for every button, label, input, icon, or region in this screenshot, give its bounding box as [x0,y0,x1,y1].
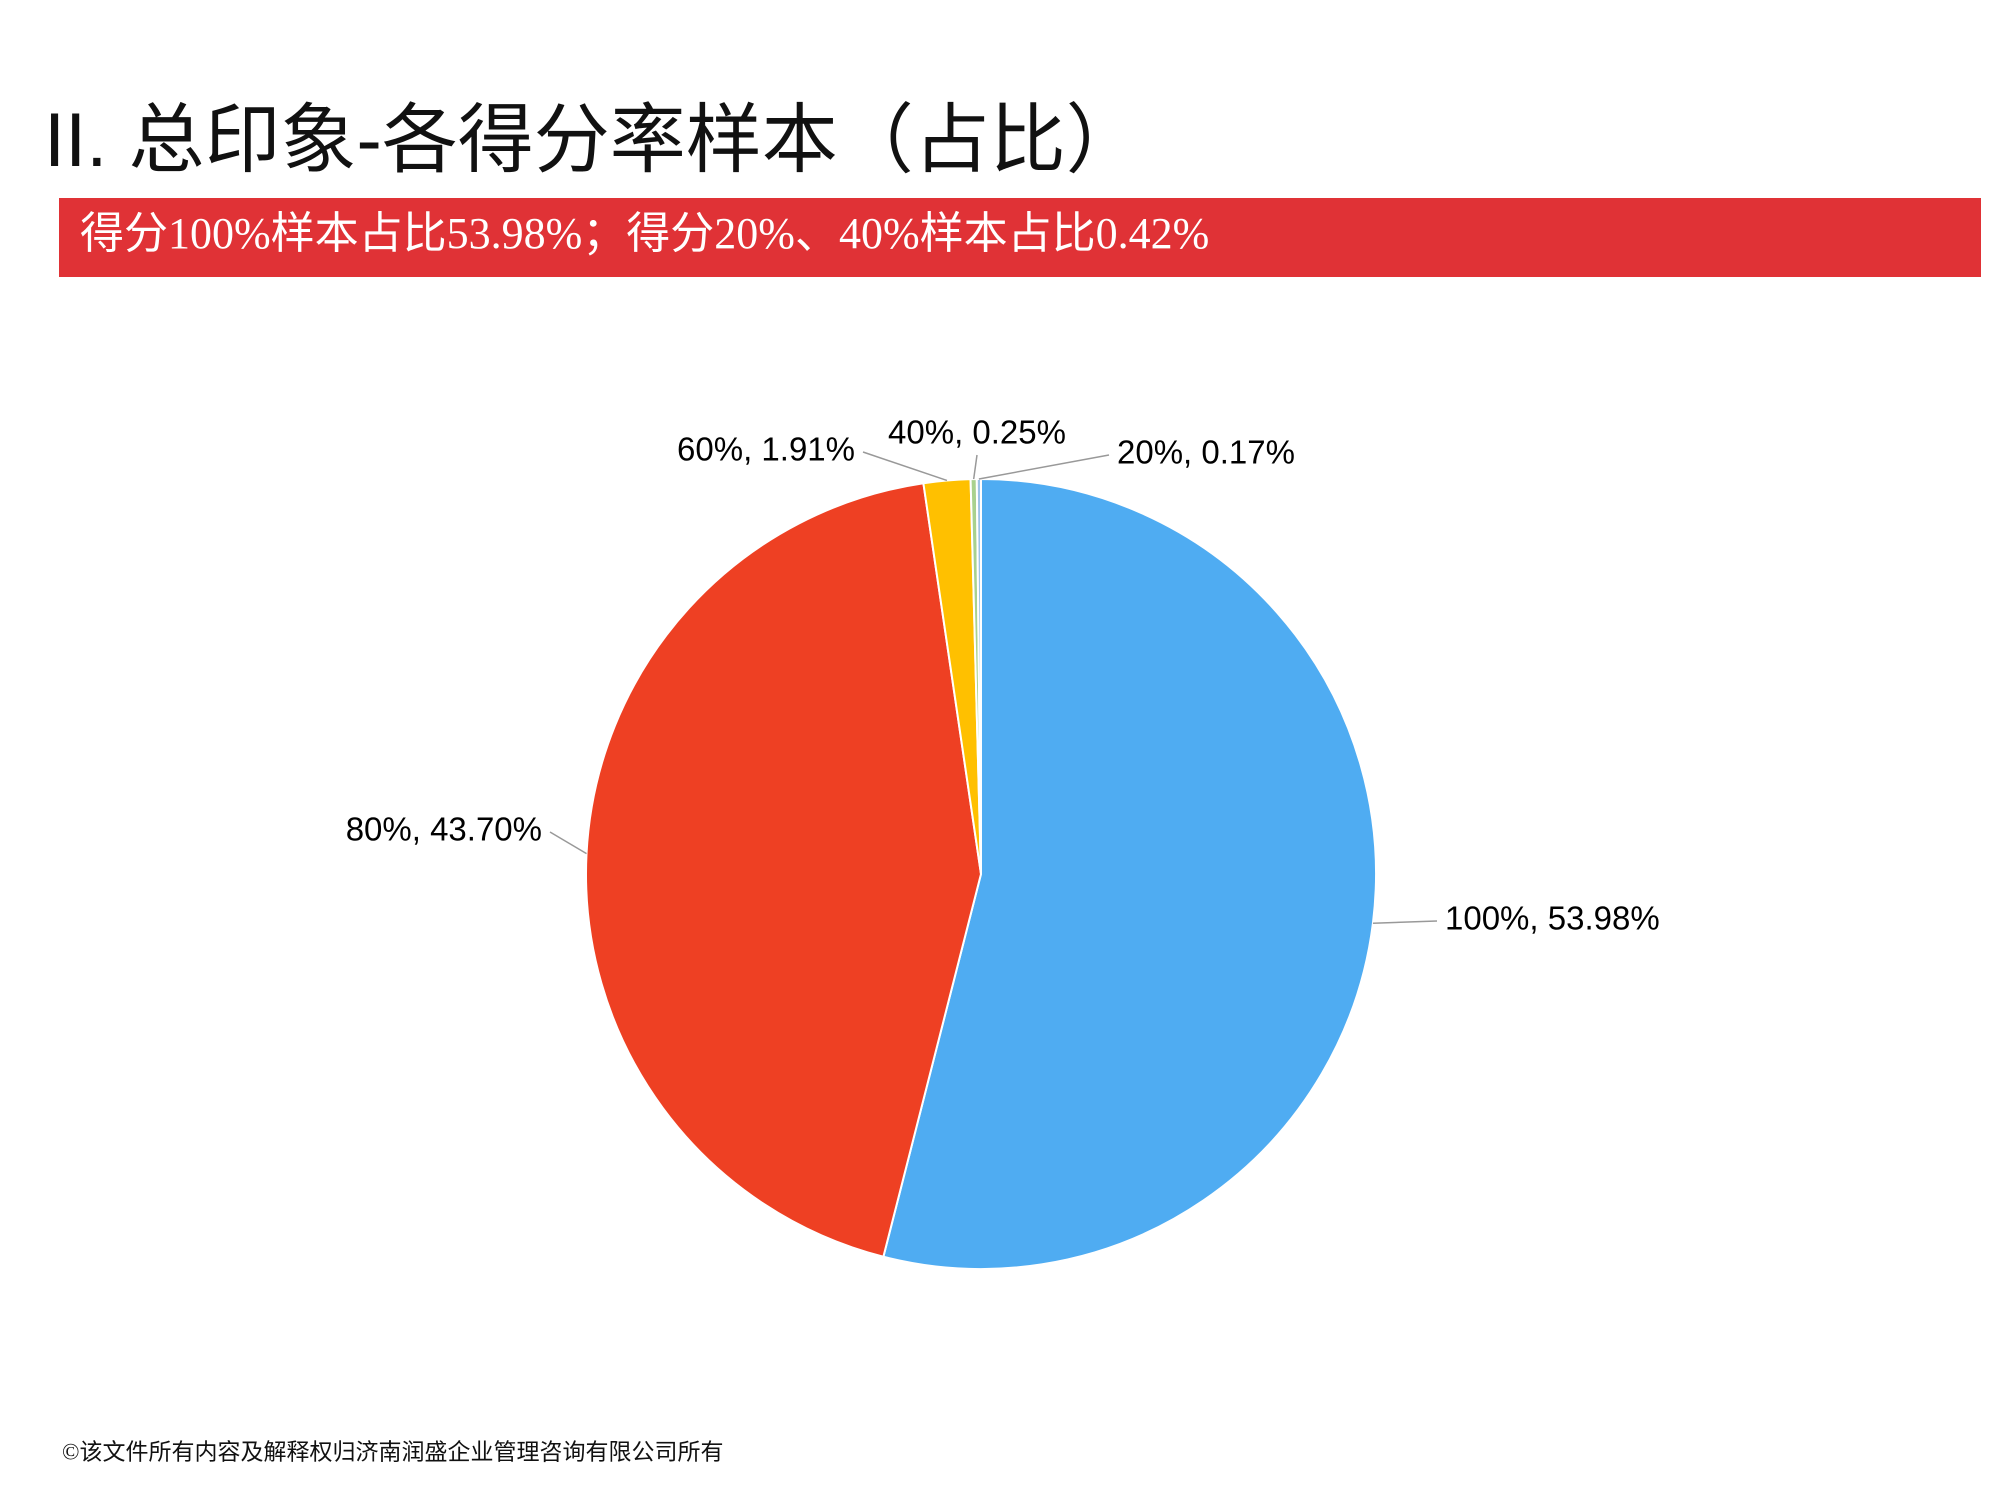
data-label: 20%, 0.17% [1117,434,1295,471]
slide-title: II. 总印象-各得分率样本（占比） [44,98,1142,183]
leader-line [978,454,1110,480]
pie-chart: 100%, 53.98% 80%, 43.70% 60%, 1.91% 40%, 0.… [346,414,1660,1270]
banner [59,198,1981,277]
leader-line [1372,920,1438,924]
footer: ©该文件所有内容及解释权归济南润盛企业管理咨询有限公司所有 [62,1439,723,1464]
data-label: 80%, 43.70% [346,811,542,848]
leader-line [972,454,978,480]
banner-text: 得分100%样本占比53.98%；得分20%、40%样本占比0.42% [80,209,1209,258]
leader-line [549,831,587,855]
data-label: 60%, 1.91% [677,431,855,468]
leader-line [862,451,948,482]
pie-slice [882,477,1377,1270]
data-label: 40%, 0.25% [888,414,1066,451]
data-label: 100%, 53.98% [1445,900,1660,937]
